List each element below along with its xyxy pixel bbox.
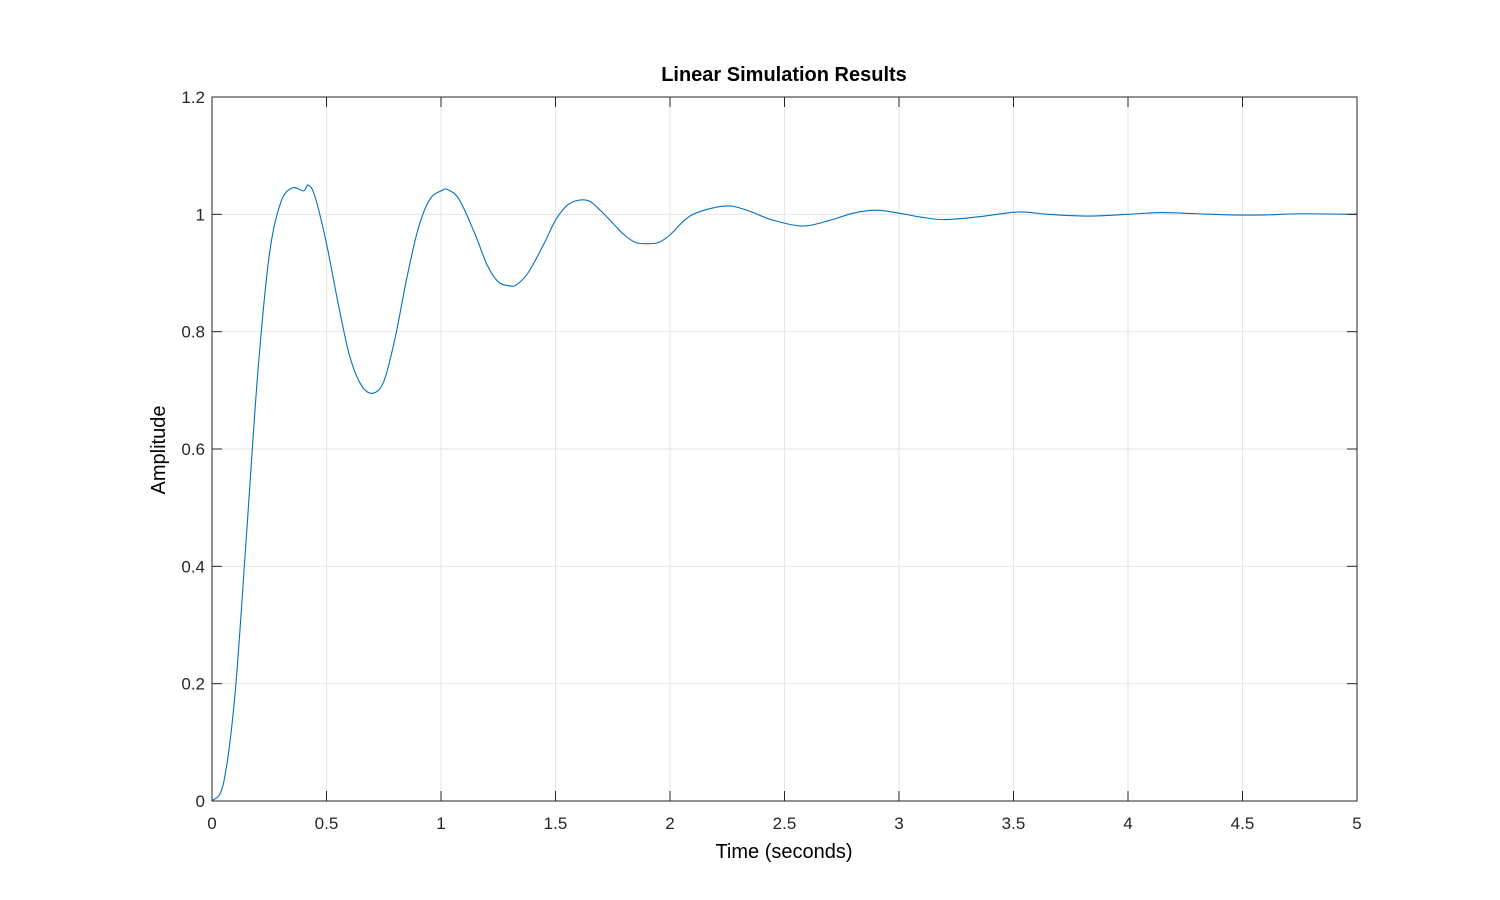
- x-tick-label: 1.5: [544, 814, 568, 833]
- y-tick-label: 1: [196, 205, 205, 224]
- y-tick-label: 0: [196, 792, 205, 811]
- x-axis-label: Time (seconds): [715, 841, 852, 863]
- y-tick-label: 0.2: [181, 675, 205, 694]
- series-group: [211, 184, 1358, 802]
- y-tick-label: 1.2: [181, 88, 205, 107]
- y-axis-label: Amplitude: [148, 406, 170, 495]
- x-tick-label: 2.5: [773, 814, 797, 833]
- axis-ticks: [211, 96, 1358, 802]
- x-tick-label: 4.5: [1231, 814, 1255, 833]
- x-tick-label: 0.5: [315, 814, 339, 833]
- chart-title: Linear Simulation Results: [661, 64, 907, 86]
- x-tick-label: 3: [894, 814, 903, 833]
- y-tick-label: 0.4: [181, 557, 205, 576]
- series-line: [211, 184, 1358, 802]
- x-tick-label: 4: [1123, 814, 1132, 833]
- x-tick-label: 2: [665, 814, 674, 833]
- x-tick-label: 3.5: [1002, 814, 1026, 833]
- y-tick-labels: 0 0.2 0.4 0.6 0.8 1 1.2: [181, 88, 205, 811]
- x-tick-labels: 0 0.5 1 1.5 2 2.5 3 3.5 4 4.5 5: [207, 814, 1361, 833]
- x-tick-label: 5: [1352, 814, 1361, 833]
- x-tick-label: 1: [436, 814, 445, 833]
- y-tick-label: 0.6: [181, 440, 205, 459]
- x-tick-label: 0: [207, 814, 216, 833]
- y-tick-label: 0.8: [181, 323, 205, 342]
